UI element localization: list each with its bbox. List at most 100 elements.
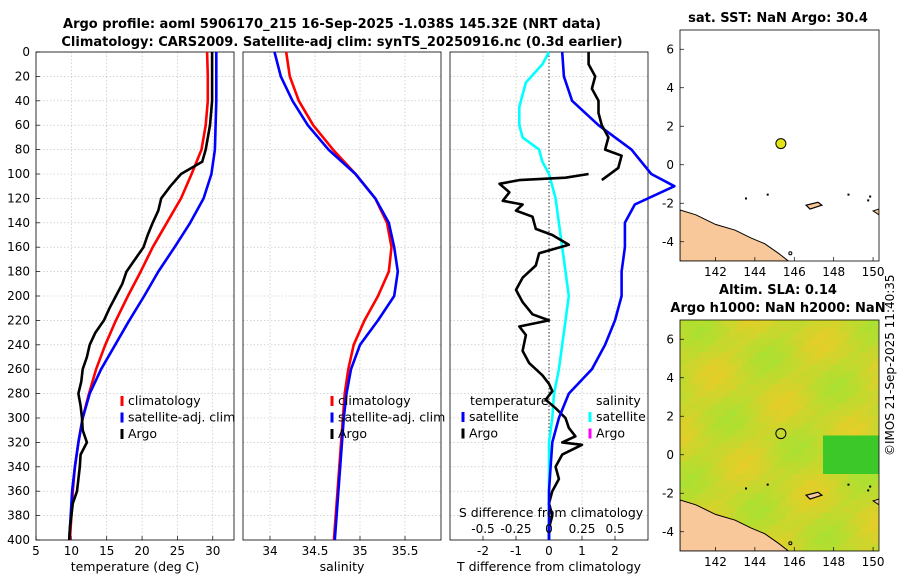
sla-cell bbox=[723, 435, 731, 443]
sla-cell bbox=[798, 332, 805, 340]
sla-cell bbox=[760, 467, 768, 475]
sla-cell bbox=[810, 409, 818, 417]
sla-cell bbox=[779, 390, 787, 398]
sla-cell bbox=[835, 422, 843, 430]
sla-cell bbox=[767, 518, 774, 526]
sla-cell bbox=[686, 364, 693, 372]
sla-cell bbox=[816, 332, 824, 340]
y-tick-label: 20 bbox=[15, 69, 30, 83]
sla-cell bbox=[860, 339, 868, 347]
sla-cell bbox=[798, 461, 805, 469]
sla-cell bbox=[779, 339, 787, 347]
sla-cell bbox=[686, 409, 693, 417]
sla-cell bbox=[847, 538, 855, 546]
sla-cell bbox=[686, 435, 693, 443]
sla-cell bbox=[736, 339, 743, 347]
sla-cell bbox=[773, 397, 781, 404]
sla-cell bbox=[829, 352, 837, 360]
sla-cell bbox=[823, 441, 830, 449]
sla-cell bbox=[680, 371, 687, 379]
sla-cell bbox=[760, 371, 768, 379]
sla-cell bbox=[779, 531, 787, 539]
sla-cell bbox=[798, 506, 805, 514]
sla-cell bbox=[767, 448, 774, 456]
sla-cell bbox=[779, 512, 787, 520]
sla-cell bbox=[767, 409, 774, 417]
difference-panel: -2 -1 0 1 2T difference from climatology-0.5… bbox=[449, 51, 676, 574]
sla-cell bbox=[760, 512, 768, 520]
sla-cell bbox=[841, 454, 849, 462]
sla-cell bbox=[692, 467, 700, 475]
sla-cell bbox=[717, 454, 725, 462]
sla-cell bbox=[804, 518, 812, 526]
sla-cell bbox=[754, 409, 762, 417]
sla-cell bbox=[779, 358, 787, 366]
sla-cell bbox=[816, 525, 824, 533]
sla-cell bbox=[742, 409, 749, 417]
sla-cell bbox=[748, 384, 756, 392]
sla-cell bbox=[866, 377, 874, 385]
sla-cell bbox=[742, 377, 749, 385]
sla-cell bbox=[823, 403, 830, 411]
sla-cell bbox=[711, 352, 718, 360]
sla-cell bbox=[791, 506, 799, 514]
sla-cell bbox=[860, 397, 868, 404]
sla-cell bbox=[847, 454, 855, 462]
sla-cell bbox=[854, 384, 861, 392]
sla-cell bbox=[866, 506, 874, 514]
sla-cell bbox=[760, 429, 768, 437]
sla-cell bbox=[835, 486, 843, 494]
sla-cell bbox=[773, 467, 781, 475]
sla-cell bbox=[847, 384, 855, 392]
sla-cell bbox=[829, 320, 837, 327]
sla-cell bbox=[760, 486, 768, 494]
sla-cell bbox=[804, 384, 812, 392]
sla-cell bbox=[823, 486, 830, 494]
sla-cell bbox=[698, 409, 706, 417]
sla-cell bbox=[729, 320, 737, 327]
sla-cell bbox=[729, 390, 737, 398]
x-tick-label: 34 bbox=[262, 544, 277, 558]
sla-cell bbox=[686, 320, 693, 327]
sla-cell bbox=[835, 518, 843, 526]
x2-tick-label: 0.25 bbox=[569, 522, 596, 536]
sla-cell bbox=[841, 371, 849, 379]
sla-cell bbox=[823, 332, 830, 340]
sla-cell bbox=[773, 499, 781, 507]
sla-cell bbox=[711, 448, 718, 456]
sla-cell bbox=[767, 474, 774, 481]
sla-cell bbox=[785, 531, 793, 539]
sla-cell bbox=[816, 352, 824, 360]
sla-cell bbox=[810, 435, 818, 443]
sla-cell bbox=[816, 538, 824, 546]
x2-tick-label: 0 bbox=[545, 522, 553, 536]
sla-cell bbox=[847, 422, 855, 430]
sla-cell bbox=[810, 320, 818, 327]
sla-cell bbox=[736, 474, 743, 481]
sla-cell bbox=[872, 448, 879, 456]
sla-cell bbox=[692, 416, 700, 424]
legend-label: satellite bbox=[596, 409, 646, 424]
sla-cell bbox=[711, 422, 718, 430]
sla-cell bbox=[767, 397, 774, 404]
sla-cell bbox=[717, 409, 725, 417]
sla-cell bbox=[748, 467, 756, 475]
sla-cell bbox=[711, 364, 718, 372]
sla-cell bbox=[866, 320, 874, 327]
sla-cell bbox=[854, 454, 861, 462]
sla-cell bbox=[692, 461, 700, 469]
y-tick-label: 280 bbox=[7, 387, 30, 401]
sla-cell bbox=[717, 416, 725, 424]
sla-cell bbox=[686, 377, 693, 385]
sla-cell bbox=[854, 474, 861, 481]
sla-cell bbox=[829, 461, 837, 469]
sla-cell bbox=[829, 384, 837, 392]
sla-cell bbox=[835, 409, 843, 417]
sla-cell bbox=[847, 525, 855, 533]
sla-cell bbox=[711, 339, 718, 347]
sla-cell bbox=[711, 441, 718, 449]
sla-cell bbox=[872, 454, 879, 462]
sla-cell bbox=[729, 435, 737, 443]
sla-cell bbox=[791, 512, 799, 520]
sla-cell bbox=[816, 390, 824, 398]
